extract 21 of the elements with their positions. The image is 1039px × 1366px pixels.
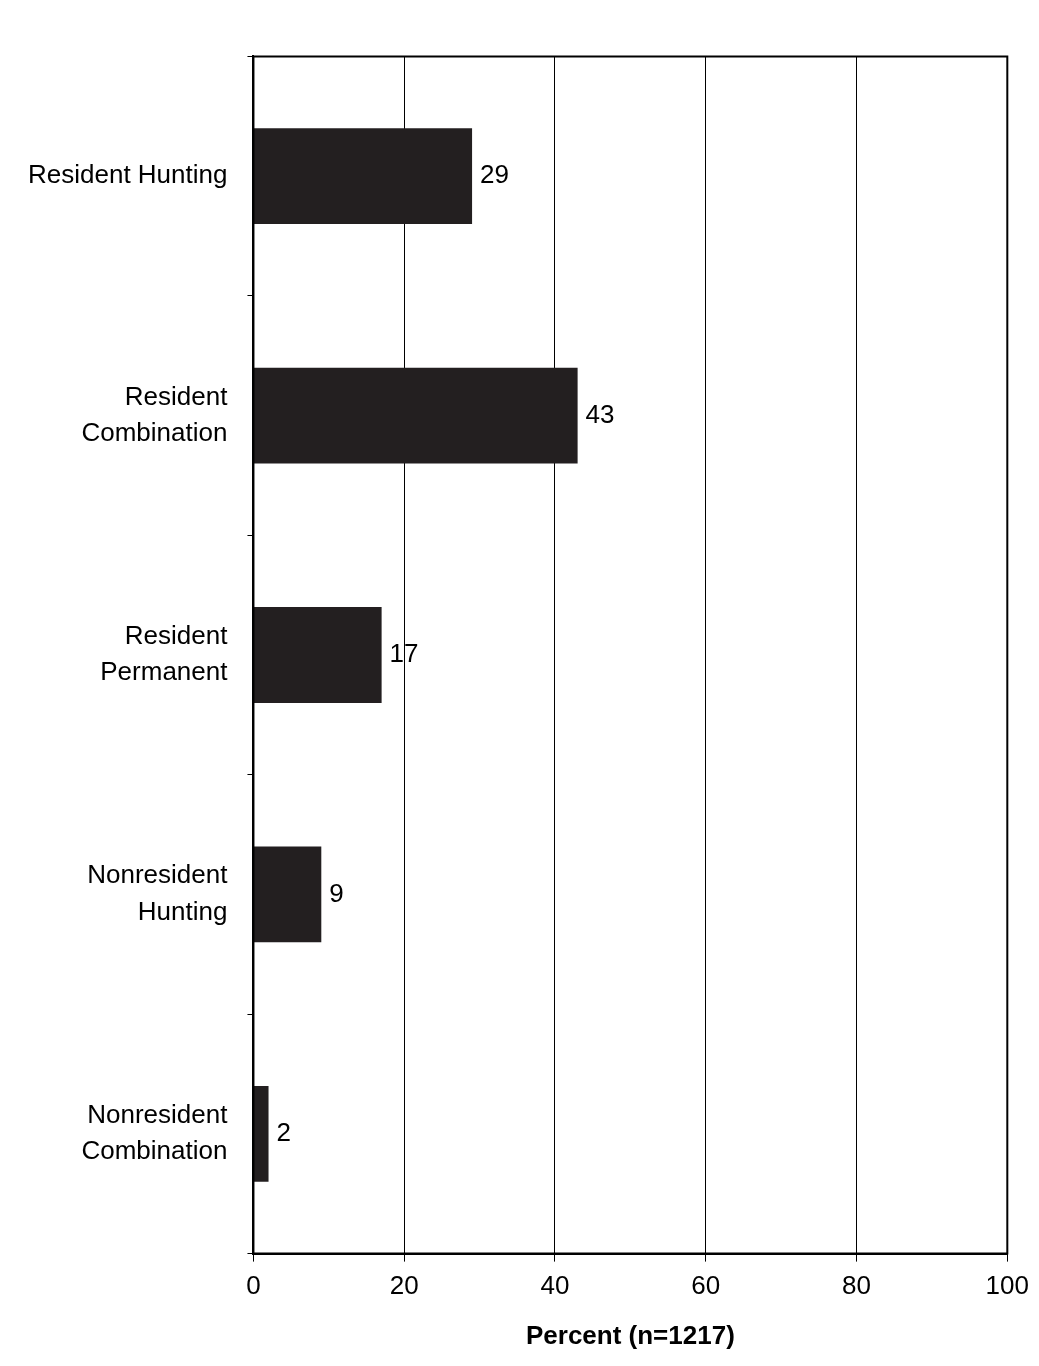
y-tick-label: Nonresident Hunting: [87, 859, 229, 926]
y-tick-label: Resident Hunting: [27, 159, 228, 190]
bar: [253, 367, 578, 464]
data-label: 9: [329, 877, 344, 908]
bar: [253, 1085, 269, 1182]
x-tick-label: 0: [246, 1270, 261, 1301]
data-label: 29: [480, 159, 509, 190]
x-tick-label: 20: [389, 1270, 419, 1301]
y-tick-label: Resident Permanent: [100, 619, 229, 687]
data-label: 2: [276, 1117, 291, 1148]
data-label: 43: [585, 398, 615, 429]
x-tick-label: 80: [842, 1270, 871, 1301]
x-axis-title: Percent (n=1217): [525, 1319, 735, 1350]
x-tick-label: 100: [985, 1270, 1030, 1301]
x-tick-label: 40: [540, 1270, 570, 1301]
x-tick-label: 60: [691, 1270, 721, 1301]
bar: [253, 607, 382, 703]
y-tick-label: Nonresident Combination: [81, 1098, 229, 1166]
bar: [253, 128, 473, 225]
y-tick-label: Resident Combination: [81, 380, 229, 447]
bar: [253, 846, 322, 943]
